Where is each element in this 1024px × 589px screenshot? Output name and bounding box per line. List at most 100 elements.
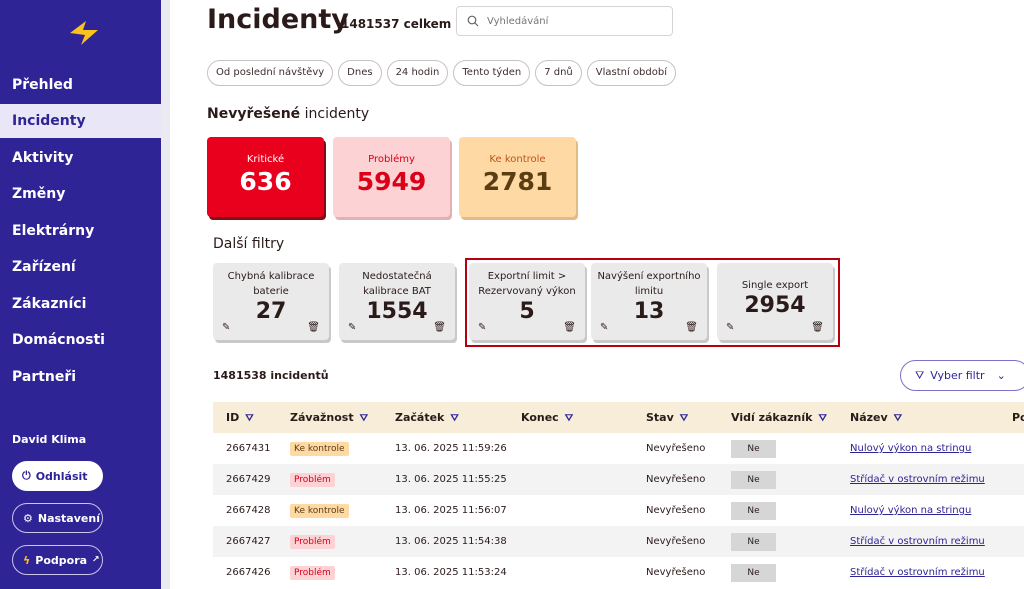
cell-truncated bbox=[999, 557, 1024, 588]
trash-icon[interactable]: 🗑 bbox=[307, 322, 320, 333]
column-header-state[interactable]: Stav ⛛ bbox=[633, 402, 718, 433]
select-filter-label: Vyber filtr bbox=[930, 369, 985, 382]
sidebar-item-incidenty[interactable]: Incidenty bbox=[0, 104, 161, 138]
filter-icon: ⛛ bbox=[915, 368, 925, 382]
power-icon: ⏻ bbox=[22, 469, 31, 482]
filter-icon[interactable]: ⛛ bbox=[245, 413, 254, 424]
cell-state: Nevyřešeno bbox=[633, 526, 718, 557]
table-row[interactable]: 2667426 Problém 13. 06. 2025 11:53:24 Ne… bbox=[213, 557, 1024, 588]
cell-id: 2667426 bbox=[226, 567, 271, 578]
cell-severity: Problém bbox=[277, 526, 382, 557]
table-row[interactable]: 2667431 Ke kontrole 13. 06. 2025 11:59:2… bbox=[213, 433, 1024, 464]
unresolved-heading-bold: Nevyřešené bbox=[207, 106, 301, 122]
column-header-severity[interactable]: Závažnost ⛛ bbox=[277, 402, 382, 433]
filter-card-label: Chybná kalibrace baterie bbox=[227, 271, 315, 297]
incident-name-link[interactable]: Střídač v ostrovním režimu bbox=[850, 567, 985, 578]
visible-badge: Ne bbox=[731, 501, 776, 520]
filter-icon[interactable]: ⛛ bbox=[450, 413, 459, 424]
incident-name-link[interactable]: Střídač v ostrovním režimu bbox=[850, 474, 985, 485]
sidebar-item-zmeny[interactable]: Změny bbox=[12, 186, 66, 202]
to-check-card[interactable]: Ke kontrole 2781 bbox=[459, 137, 576, 217]
table-row[interactable]: 2667428 Ke kontrole 13. 06. 2025 11:56:0… bbox=[213, 495, 1024, 526]
support-button[interactable]: ϟ Podpora ↗ bbox=[12, 545, 103, 575]
column-header-customer-visible[interactable]: Vidí zákazník ⛛ bbox=[718, 402, 837, 433]
column-header-id[interactable]: ID ⛛ bbox=[213, 402, 277, 433]
cell-end bbox=[508, 495, 633, 526]
select-filter-dropdown[interactable]: ⛛ Vyber filtr ⌄ bbox=[900, 360, 1024, 391]
sidebar-item-aktivity[interactable]: Aktivity bbox=[12, 150, 74, 166]
chip-custom-period[interactable]: Vlastní období bbox=[586, 60, 676, 86]
cell-end bbox=[508, 433, 633, 464]
filter-icon[interactable]: ⛛ bbox=[679, 413, 689, 424]
pencil-icon[interactable]: ✎ bbox=[222, 322, 231, 333]
cell-visible: Ne bbox=[718, 495, 837, 526]
filter-icon[interactable]: ⛛ bbox=[359, 413, 368, 424]
cell-name: Střídač v ostrovním režimu bbox=[837, 464, 999, 495]
sidebar-item-zarizeni[interactable]: Zařízení bbox=[12, 259, 76, 275]
chip-24-hours[interactable]: 24 hodin bbox=[386, 60, 449, 86]
visible-badge: Ne bbox=[731, 532, 776, 551]
problems-value: 5949 bbox=[356, 167, 427, 196]
pencil-icon[interactable]: ✎ bbox=[348, 322, 357, 333]
table-row[interactable]: 2667427 Problém 13. 06. 2025 11:54:38 Ne… bbox=[213, 526, 1024, 557]
filter-card-export-limit-increase[interactable]: Navýšení exportního limitu 13 ✎ 🗑 bbox=[591, 263, 707, 340]
pencil-icon[interactable]: ✎ bbox=[478, 322, 487, 333]
cell-start: 13. 06. 2025 11:54:38 bbox=[382, 526, 508, 557]
pencil-icon[interactable]: ✎ bbox=[726, 322, 735, 333]
cell-end bbox=[508, 526, 633, 557]
search-input[interactable] bbox=[487, 15, 657, 27]
external-link-icon: ↗ bbox=[92, 555, 100, 565]
filter-icon[interactable]: ⛛ bbox=[818, 413, 827, 424]
visible-badge: Ne bbox=[731, 439, 776, 458]
cell-truncated bbox=[999, 526, 1024, 557]
column-header-name[interactable]: Název ⛛ bbox=[837, 402, 999, 433]
logout-label: Odhlásit bbox=[35, 469, 88, 483]
incident-name-link[interactable]: Nulový výkon na stringu bbox=[850, 505, 972, 516]
trash-icon[interactable]: 🗑 bbox=[685, 322, 698, 333]
chip-since-last-visit[interactable]: Od poslední návštěvy bbox=[207, 60, 334, 86]
column-label: ID bbox=[226, 411, 240, 424]
sidebar-item-elektrarny[interactable]: Elektrárny bbox=[12, 223, 95, 239]
incidents-count: 1481538 incidentů bbox=[213, 369, 329, 382]
filter-icon[interactable]: ⛛ bbox=[893, 413, 903, 424]
critical-card[interactable]: Kritické 636 bbox=[207, 137, 324, 217]
critical-label: Kritické bbox=[246, 154, 285, 165]
column-header-start[interactable]: Začátek ⛛ bbox=[382, 402, 508, 433]
trash-icon[interactable]: 🗑 bbox=[433, 322, 446, 333]
cell-start: 13. 06. 2025 11:56:07 bbox=[395, 505, 507, 516]
sidebar-item-zakaznici[interactable]: Zákazníci bbox=[12, 296, 87, 312]
filter-card-battery-calibration[interactable]: Chybná kalibrace baterie 27 ✎ 🗑 bbox=[213, 263, 329, 340]
table-row[interactable]: 2667429 Problém 13. 06. 2025 11:55:25 Ne… bbox=[213, 464, 1024, 495]
chip-today[interactable]: Dnes bbox=[338, 60, 382, 86]
sidebar-item-partneri[interactable]: Partneři bbox=[12, 369, 77, 385]
filter-card-label: Nedostatečná kalibrace BAT bbox=[362, 271, 432, 297]
total-count: 1481537 celkem bbox=[341, 17, 452, 31]
pencil-icon[interactable]: ✎ bbox=[600, 322, 609, 333]
filter-card-value: 13 bbox=[633, 299, 665, 324]
chip-7-days[interactable]: 7 dnů bbox=[535, 60, 582, 86]
sidebar-item-prehled[interactable]: Přehled bbox=[12, 77, 73, 93]
filter-card-bat-calibration[interactable]: Nedostatečná kalibrace BAT 1554 ✎ 🗑 bbox=[339, 263, 455, 340]
filter-icon[interactable]: ⛛ bbox=[564, 413, 574, 424]
column-header-end[interactable]: Konec ⛛ bbox=[508, 402, 633, 433]
filter-card-value: 1554 bbox=[366, 299, 428, 324]
filter-card-single-export[interactable]: Single export 2954 ✎ 🗑 bbox=[717, 263, 833, 340]
cell-visible: Ne bbox=[718, 464, 837, 495]
search-box[interactable] bbox=[456, 6, 673, 36]
trash-icon[interactable]: 🗑 bbox=[563, 322, 576, 333]
incident-name-link[interactable]: Střídač v ostrovním režimu bbox=[850, 536, 985, 547]
trash-icon[interactable]: 🗑 bbox=[811, 322, 824, 333]
logout-button[interactable]: ⏻ Odhlásit bbox=[12, 461, 103, 491]
cell-start: 13. 06. 2025 11:55:25 bbox=[382, 464, 508, 495]
problems-card[interactable]: Problémy 5949 bbox=[333, 137, 450, 217]
cell-end bbox=[508, 557, 633, 588]
cell-name: Nulový výkon na stringu bbox=[837, 495, 999, 526]
severity-badge: Ke kontrole bbox=[290, 441, 349, 456]
incident-name-link[interactable]: Nulový výkon na stringu bbox=[850, 443, 972, 454]
chip-this-week[interactable]: Tento týden bbox=[453, 60, 531, 86]
settings-button[interactable]: ⚙ Nastavení bbox=[12, 503, 103, 533]
unresolved-heading: Nevyřešené incidenty bbox=[207, 106, 369, 122]
sidebar-item-domacnosti[interactable]: Domácnosti bbox=[12, 332, 105, 348]
filter-card-export-limit[interactable]: Exportní limit > Rezervovaný výkon 5 ✎ 🗑 bbox=[469, 263, 585, 340]
column-header-truncated[interactable]: Po bbox=[999, 402, 1024, 433]
